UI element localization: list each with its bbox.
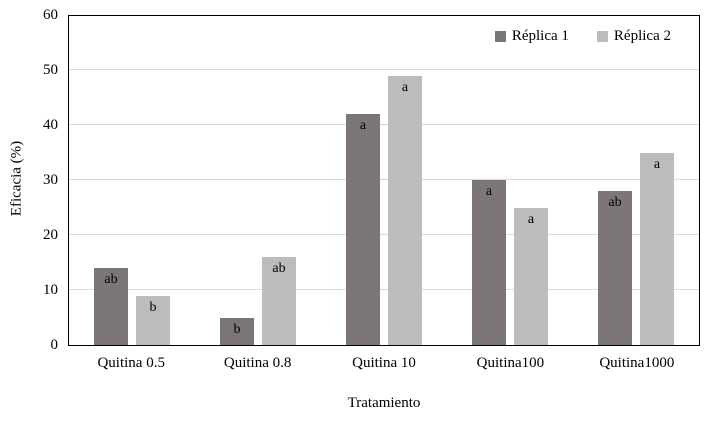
bar-significance-label: a [653,156,661,172]
bar-replica-2-2: ab [262,257,296,345]
bar-significance-label: a [359,118,367,133]
y-tick-30: 30 [43,172,58,188]
x-tick-5: Quitina1000 [599,355,675,371]
bar-replica-1-3: a [346,114,380,345]
bar-replica-2-3: a [388,75,422,345]
x-tick-3: Quitina 10 [352,355,416,371]
y-tick-0: 0 [50,337,59,353]
gridline-30 [69,179,699,180]
gridline-20 [69,234,699,235]
plot-area: ab b b ab a a a a ab a Réplica 1 Réplica 2 [68,15,700,346]
x-axis-ticks: Quitina 0.5 Quitina 0.8 Quitina 10 Quitina1… [68,355,700,372]
bar-replica-2-4: a [514,207,548,345]
bar-replica-2-5: a [640,152,674,345]
legend-item-replica-2: Réplica 2 [596,28,671,45]
bar-replica-1-4: a [472,180,506,345]
y-tick-60: 60 [43,7,58,23]
y-tick-20: 20 [43,227,58,243]
bar-group-2: b ab [195,16,321,345]
bar-significance-label: ab [104,272,118,287]
y-tick-40: 40 [43,117,58,133]
bar-significance-label: b [149,299,157,315]
y-tick-10: 10 [43,282,58,298]
bar-replica-1-5: ab [598,191,632,345]
bar-replica-2-1: b [136,295,170,345]
x-axis-title: Tratamiento [347,395,421,411]
gridline-50 [69,69,699,70]
legend: Réplica 1 Réplica 2 [494,28,671,45]
gridline-10 [69,289,699,290]
bar-significance-label: ab [608,195,622,210]
bar-significance-label: a [485,184,493,199]
bar-group-1: ab b [69,16,195,345]
legend-swatch-replica-1 [494,31,506,42]
bar-significance-label: a [527,211,535,227]
bar-significance-label: b [233,321,241,337]
legend-label-replica-1: Réplica 1 [511,28,569,44]
x-tick-4: Quitina100 [476,355,545,371]
legend-item-replica-1: Réplica 1 [494,28,569,45]
gridline-40 [69,124,699,125]
bar-significance-label: a [401,79,409,95]
bar-significance-label: ab [272,261,286,276]
bar-replica-1-1: ab [94,268,128,345]
bar-replica-1-2: b [220,317,254,345]
bar-group-5: ab a [573,16,699,345]
y-tick-50: 50 [43,62,58,78]
x-tick-2: Quitina 0.8 [223,355,292,371]
legend-label-replica-2: Réplica 2 [613,28,671,44]
x-tick-1: Quitina 0.5 [97,355,165,371]
legend-swatch-replica-2 [596,31,608,42]
bar-groups: ab b b ab a a a a ab a [69,16,699,345]
